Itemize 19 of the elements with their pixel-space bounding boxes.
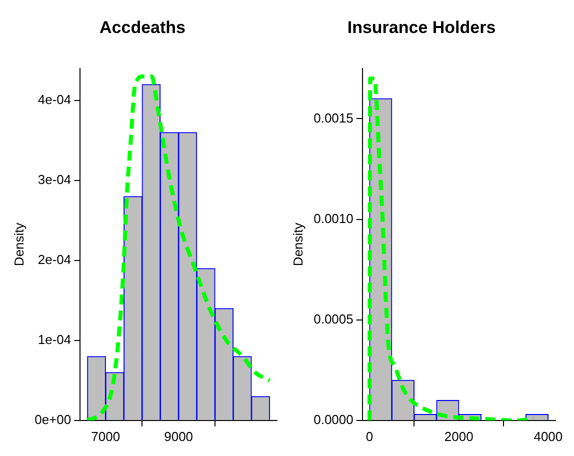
y-tick-label: 0.0010 bbox=[314, 210, 354, 226]
y-axis-title: Density bbox=[290, 222, 306, 266]
y-tick-label: 0e+00 bbox=[34, 412, 72, 427]
y-tick-label: 4e-04 bbox=[38, 92, 72, 107]
y-tick-label: 2e-04 bbox=[38, 252, 72, 267]
y-tick-label: 3e-04 bbox=[38, 172, 72, 187]
x-tick-label: 0 bbox=[366, 428, 374, 444]
y-tick-label: 0.0005 bbox=[314, 311, 354, 326]
x-tick-label: 2000 bbox=[444, 428, 474, 444]
chart-title: Insurance Holders bbox=[347, 18, 496, 37]
y-axis-title: Density bbox=[11, 222, 26, 266]
y-tick-label: 1e-04 bbox=[38, 332, 72, 347]
y-tick-label: 0.0000 bbox=[314, 412, 354, 427]
chart-title: Accdeaths bbox=[100, 18, 186, 37]
y-tick-label: 0.0015 bbox=[314, 110, 354, 126]
x-tick-label: 7000 bbox=[91, 428, 120, 444]
line-series bbox=[85, 74, 272, 420]
x-tick-label: 9000 bbox=[164, 428, 194, 444]
x-tick-label: 4000 bbox=[534, 428, 563, 444]
